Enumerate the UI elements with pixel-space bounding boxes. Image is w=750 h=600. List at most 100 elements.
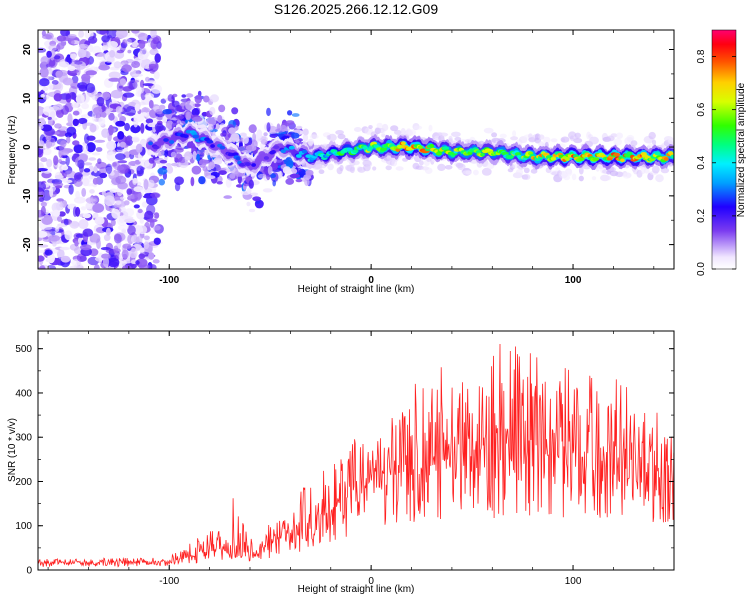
snr-series-line [38, 343, 674, 568]
spectrogram-cell [248, 208, 256, 213]
spectrogram-cell [78, 84, 88, 92]
spectrogram-cell [654, 151, 661, 156]
spectrogram-cell [38, 168, 48, 172]
spectrogram-cell [138, 101, 146, 106]
spectrogram-cell [55, 70, 63, 78]
spectrogram-cell [38, 197, 45, 202]
spectrogram-cell [64, 170, 76, 178]
spectrogram-cell [85, 83, 96, 93]
spectrogram-cell [105, 227, 111, 236]
spectrogram-cell [145, 76, 150, 82]
spectrogram-cell [328, 133, 337, 142]
spectrogram-cell [119, 141, 126, 148]
spectrogram-cell [152, 259, 160, 264]
spectrogram-cell [419, 160, 424, 166]
spectrogram-cell [225, 178, 232, 188]
spectrogram-cell [69, 265, 82, 269]
spectrogram-cell [192, 150, 197, 161]
spectrogram-cell [242, 135, 249, 145]
spectrogram-cell [131, 30, 140, 34]
spectrogram-cell [185, 111, 192, 121]
spectrogram-cell [655, 174, 664, 183]
spectrogram-cell [216, 181, 223, 185]
spectrogram-cell [42, 92, 50, 100]
spectrogram-cell [154, 53, 161, 63]
spectrogram-cell [448, 135, 453, 144]
spectrogram-cell [643, 168, 650, 174]
spectrogram-cell [385, 165, 392, 171]
spectrogram-cell [74, 240, 79, 247]
spectrogram-cell [86, 135, 96, 141]
spectrogram-cell [228, 127, 236, 134]
spectrogram-cell [133, 113, 145, 123]
spectrogram-cell [71, 75, 79, 84]
spectrogram-cell [67, 65, 76, 72]
spectrogram-cell [210, 144, 216, 148]
spectrogram-cell [48, 44, 58, 52]
spectrogram-cell [190, 176, 195, 187]
spectrogram-cell [376, 122, 383, 128]
spectrogram-cell [291, 113, 300, 117]
spectrogram-cell [110, 219, 116, 227]
spectrogram-cell [73, 178, 83, 187]
x-tick-label: -100 [159, 275, 179, 286]
spectrogram-cell [110, 89, 123, 99]
spectrogram-cell [137, 208, 143, 214]
spectrogram-cell [124, 218, 136, 224]
spectrogram-cell [630, 140, 638, 147]
spectrogram-cell [75, 93, 85, 105]
spectrogram-cell [78, 117, 88, 125]
spectrogram-cell [203, 95, 210, 103]
spectrogram-cell [122, 243, 132, 249]
spectrogram-cell [95, 147, 103, 152]
spectrogram-cell [251, 163, 256, 167]
spectrogram-cell [128, 101, 137, 107]
spectrogram-cell [170, 151, 177, 158]
spectrogram-cell [246, 201, 251, 207]
spectrogram-cell [206, 175, 216, 180]
spectrogram-cell [152, 37, 160, 45]
spectrogram-cell [651, 165, 660, 174]
spectrogram-frame [37, 29, 675, 270]
spectrogram-cell [512, 130, 517, 137]
spectrogram-cell [117, 164, 129, 174]
spectrogram-cell [131, 73, 144, 77]
spectrogram-cell [429, 143, 435, 148]
spectrogram-cell [70, 53, 77, 60]
spectrogram-cell [280, 124, 287, 132]
spectrogram-cell [63, 218, 69, 226]
spectrogram-cell [296, 154, 302, 158]
spectrogram-cell [89, 123, 97, 133]
spectrogram-cell [38, 255, 45, 262]
spectrogram-cell [41, 34, 53, 40]
spectrogram-cell [148, 63, 157, 69]
spectrogram-cell [66, 136, 71, 144]
spectrogram-cell [117, 160, 128, 164]
y-tick-label: 400 [15, 388, 32, 399]
spectrogram-cell [138, 39, 146, 49]
spectrogram-cell [40, 206, 46, 216]
spectrogram-cell [209, 94, 219, 103]
spectrogram-cell [119, 206, 126, 213]
x-tick-label: 100 [565, 576, 582, 587]
spectrogram-cell [615, 171, 624, 178]
spectrogram-cell [381, 123, 389, 132]
spectrogram-cell [149, 48, 159, 56]
spectrogram-cell [280, 149, 286, 154]
spectrogram-cell [162, 116, 168, 124]
spectrogram-cell [47, 116, 52, 120]
spectrogram-cell [543, 136, 551, 144]
spectrogram-cell [134, 103, 140, 112]
colorbar-tick-label: 0.8 [696, 49, 707, 63]
spectrogram-cell [164, 148, 169, 158]
spectrogram-cell [63, 179, 73, 184]
spectrogram-cell [108, 77, 121, 82]
spectrogram-cell [252, 196, 262, 202]
spectrogram-cell [52, 103, 64, 111]
spectrogram-cell [66, 126, 77, 136]
spectrogram-cell [139, 247, 145, 253]
spectrogram-cell [394, 129, 402, 135]
spectrogram-cell [591, 176, 597, 181]
spectrogram-cell [380, 147, 388, 152]
